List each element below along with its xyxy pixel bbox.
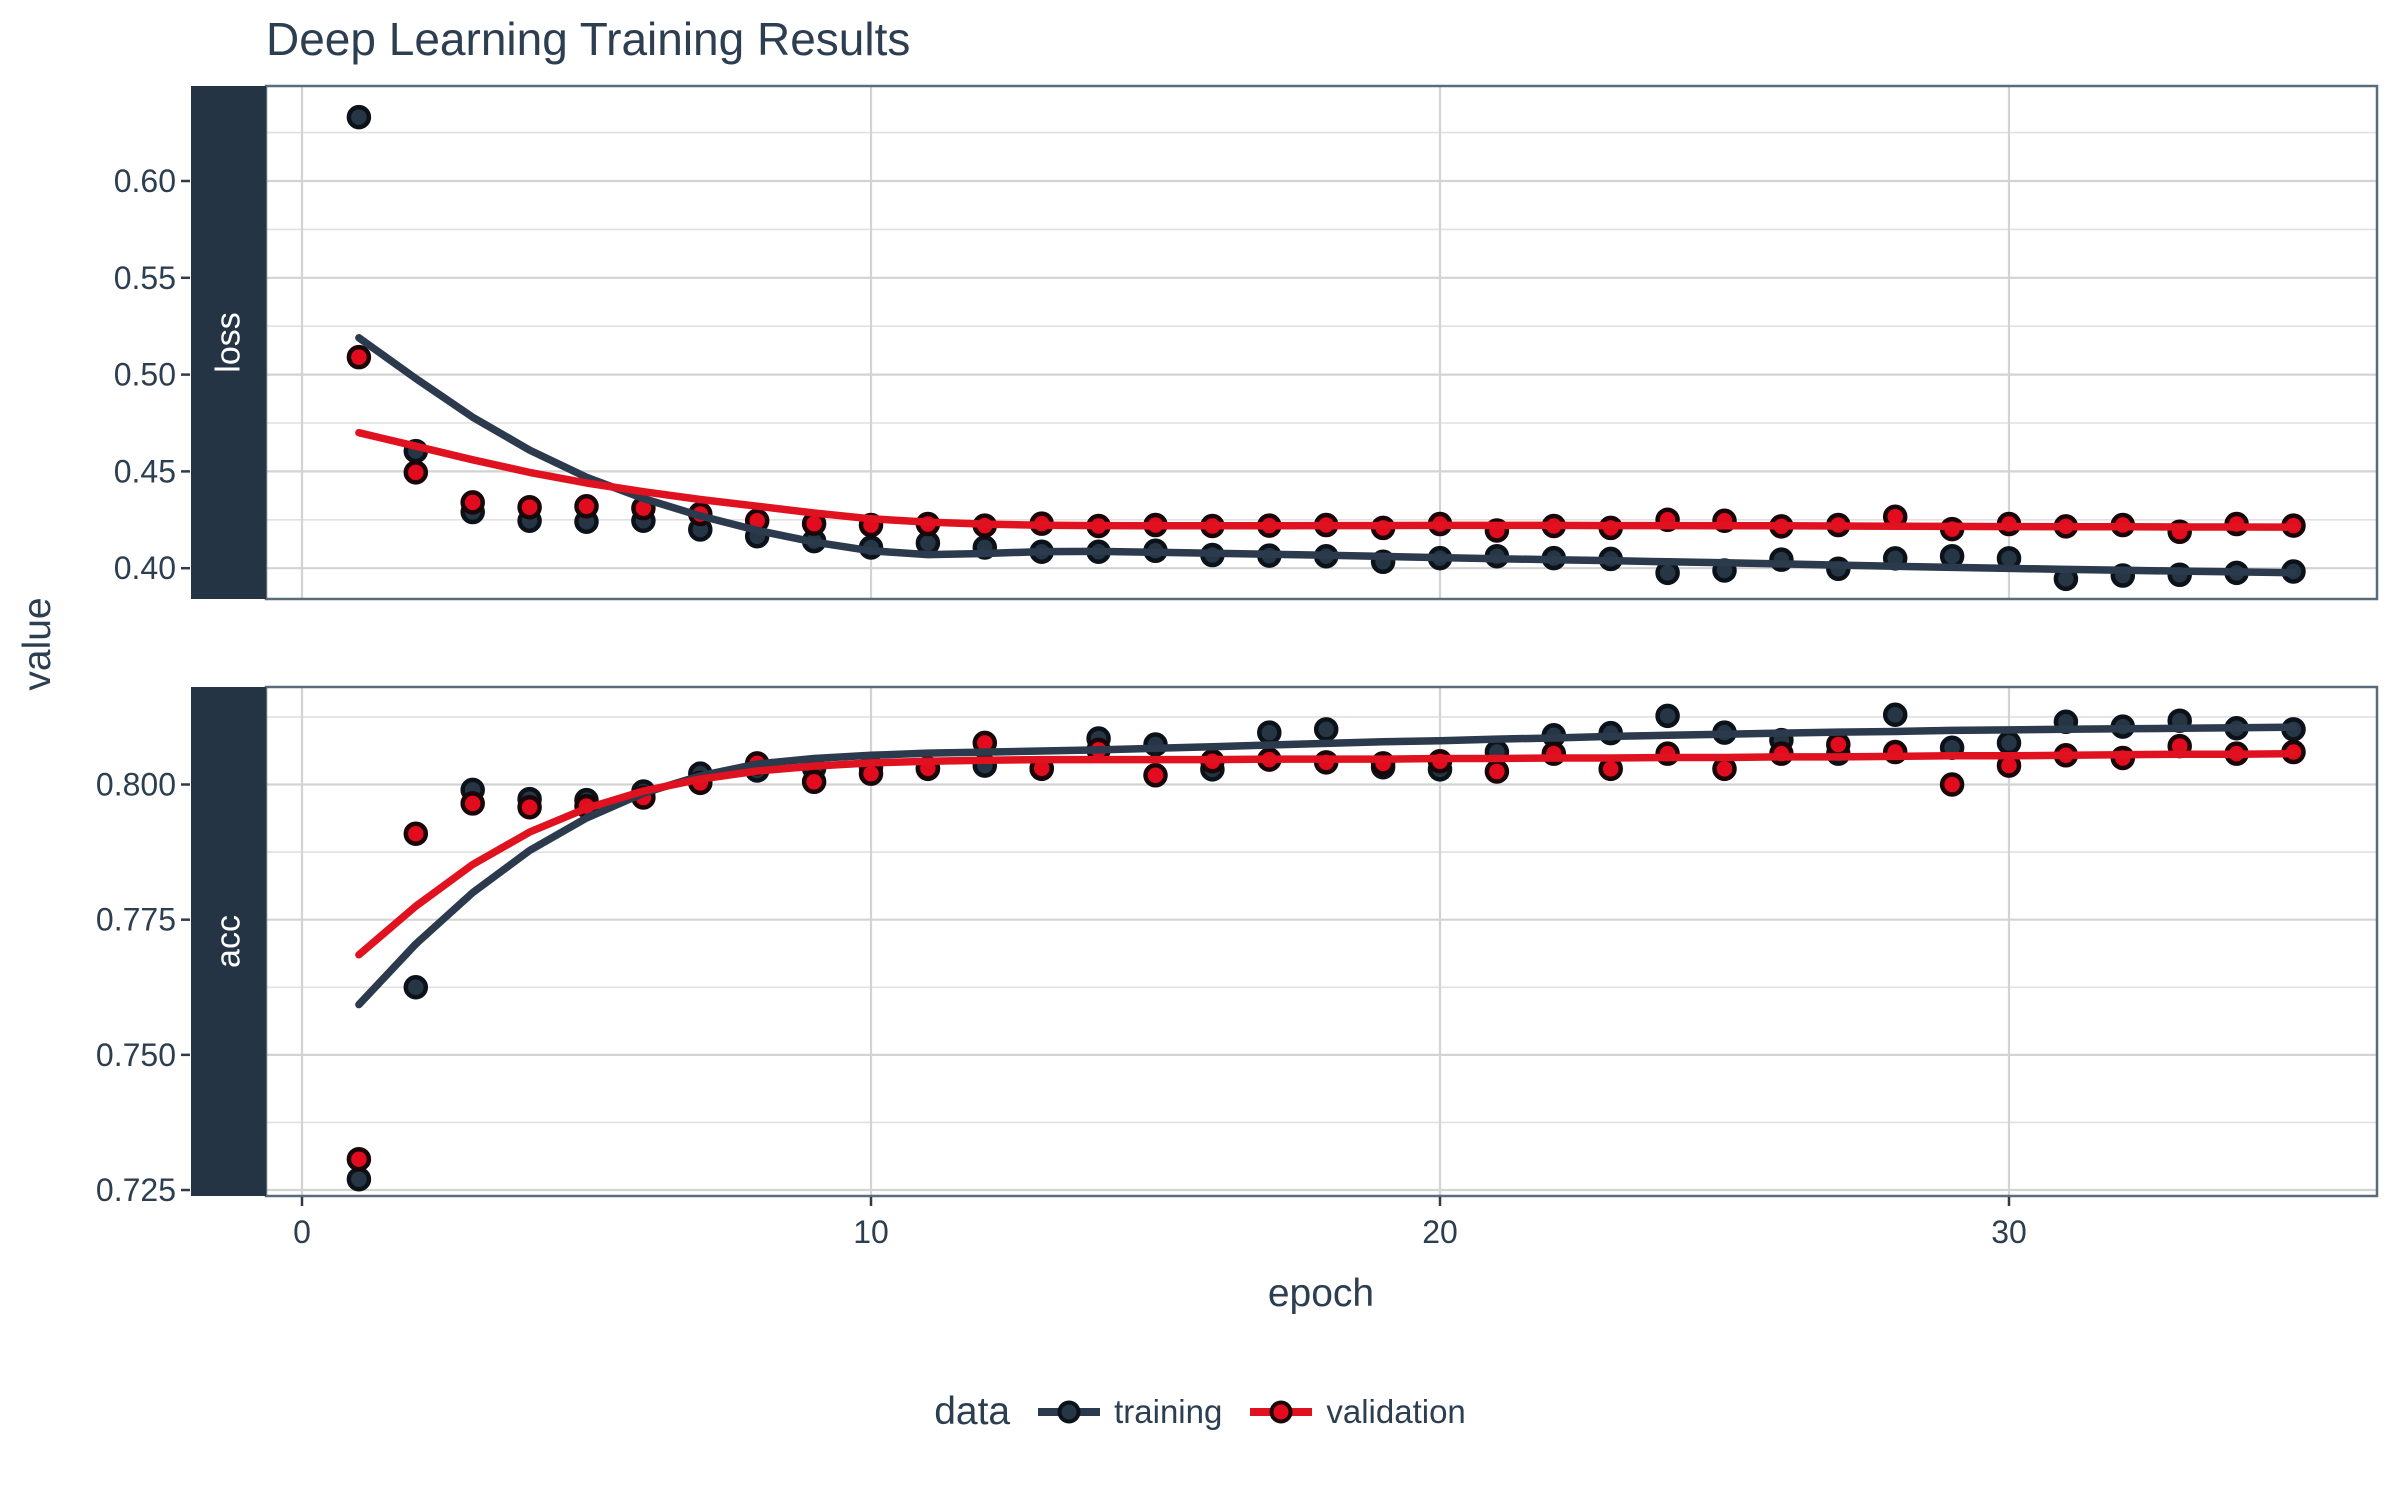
point-validation-acc-epoch-29: [1939, 772, 1965, 797]
y-tick-label: 0.45: [114, 453, 176, 489]
point-training-acc-epoch-17: [1257, 720, 1282, 745]
point-validation-acc-epoch-2: [403, 821, 429, 846]
point-training-acc-epoch-18: [1313, 717, 1339, 742]
point-training-acc-epoch-24: [1655, 703, 1680, 729]
legend-label-validation: validation: [1326, 1393, 1466, 1430]
legend: data training validation: [0, 1390, 2400, 1434]
point-validation-acc-epoch-15: [1143, 763, 1168, 788]
point-training-acc-epoch-1: [346, 1166, 372, 1192]
point-validation-loss-epoch-4: [517, 494, 542, 520]
validation-key-point: [1269, 1400, 1293, 1424]
point-validation-acc-epoch-27: [1826, 732, 1851, 757]
y-tick-label: 0.40: [114, 550, 176, 586]
y-tick-label: 0.775: [96, 902, 176, 938]
x-axis-title: epoch: [1267, 1272, 1375, 1315]
point-validation-loss-epoch-2: [403, 460, 429, 485]
point-validation-loss-epoch-5: [574, 493, 599, 519]
y-tick-label: 0.55: [114, 260, 176, 296]
point-validation-acc-epoch-4: [517, 794, 542, 820]
legend-label-training: training: [1114, 1393, 1223, 1430]
acc-strip-label: acc: [210, 915, 248, 968]
point-validation-acc-epoch-3: [460, 791, 485, 816]
legend-item-training: training: [1036, 1393, 1222, 1431]
point-validation-acc-epoch-25: [1712, 756, 1737, 782]
x-tick-label: 20: [1422, 1214, 1458, 1250]
x-tick-label: 30: [1991, 1214, 2027, 1250]
y-axis-title: value: [16, 597, 59, 691]
loss-strip: [191, 86, 266, 599]
point-validation-acc-epoch-1: [346, 1146, 372, 1172]
point-validation-acc-epoch-9: [801, 769, 827, 795]
point-validation-acc-epoch-21: [1484, 759, 1510, 784]
chart-title: Deep Learning Training Results: [266, 13, 911, 65]
smooth-line-validation-loss: [355, 428, 2298, 531]
point-validation-loss-epoch-3: [460, 490, 485, 515]
validation-key-icon: [1250, 1400, 1313, 1424]
point-training-acc-epoch-2: [403, 975, 429, 1000]
smooth-line-validation-acc: [355, 749, 2298, 959]
x-tick-label: 10: [853, 1214, 889, 1250]
training-key-icon: [1038, 1400, 1101, 1424]
y-tick-label: 0.750: [96, 1037, 176, 1073]
y-tick-label: 0.800: [96, 767, 176, 803]
training-key-point: [1057, 1400, 1081, 1424]
point-training-acc-epoch-30: [1996, 730, 2022, 756]
point-training-acc-epoch-28: [1882, 702, 1908, 727]
loss-strip-label: loss: [210, 312, 248, 372]
acc-strip: [191, 687, 266, 1196]
y-tick-label: 0.50: [114, 357, 176, 393]
y-tick-label: 0.725: [96, 1172, 176, 1208]
point-validation-acc-epoch-23: [1598, 756, 1623, 782]
point-validation-loss-epoch-1: [346, 344, 372, 370]
legend-item-validation: validation: [1248, 1393, 1466, 1431]
point-training-loss-epoch-29: [1939, 543, 1965, 569]
point-training-loss-epoch-24: [1655, 560, 1680, 586]
point-training-loss-epoch-1: [346, 104, 372, 130]
smooth-line-training-loss: [355, 334, 2298, 577]
x-tick-label: 0: [293, 1214, 311, 1250]
legend-title: data: [934, 1390, 1011, 1433]
y-tick-label: 0.60: [114, 163, 176, 199]
